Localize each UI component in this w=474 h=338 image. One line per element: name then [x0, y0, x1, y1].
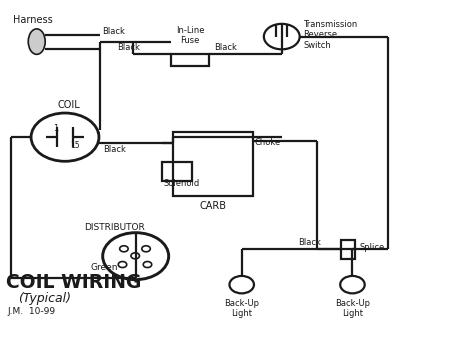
Text: COIL WIRING: COIL WIRING [6, 273, 141, 292]
Text: DISTRIBUTOR: DISTRIBUTOR [84, 223, 145, 232]
Text: Back-Up
Light: Back-Up Light [224, 299, 259, 318]
Text: COIL: COIL [58, 100, 81, 110]
Text: Black: Black [214, 43, 237, 52]
Bar [173, 132, 254, 196]
Text: Green: Green [91, 263, 118, 272]
Text: CARB: CARB [200, 201, 227, 211]
Text: Harness: Harness [13, 15, 53, 25]
Bar [341, 240, 355, 259]
Text: 15: 15 [70, 141, 79, 150]
Text: Black: Black [102, 27, 125, 36]
Text: J.M.  10-99: J.M. 10-99 [7, 307, 55, 316]
Ellipse shape [28, 29, 45, 54]
Text: Black: Black [117, 43, 140, 52]
Text: Black: Black [103, 145, 126, 154]
Bar [162, 162, 192, 181]
Text: Transmission
Reverse
Switch: Transmission Reverse Switch [303, 20, 358, 50]
Text: Back-Up
Light: Back-Up Light [335, 299, 370, 318]
Text: (Typical): (Typical) [18, 292, 71, 305]
Text: Black: Black [298, 238, 321, 247]
Text: 1: 1 [53, 124, 58, 133]
Text: Solenoid: Solenoid [164, 179, 200, 188]
Text: Splice: Splice [359, 243, 385, 252]
Text: In-Line
Fuse: In-Line Fuse [176, 26, 204, 45]
Bar [171, 54, 209, 67]
Text: Choke: Choke [255, 138, 281, 147]
